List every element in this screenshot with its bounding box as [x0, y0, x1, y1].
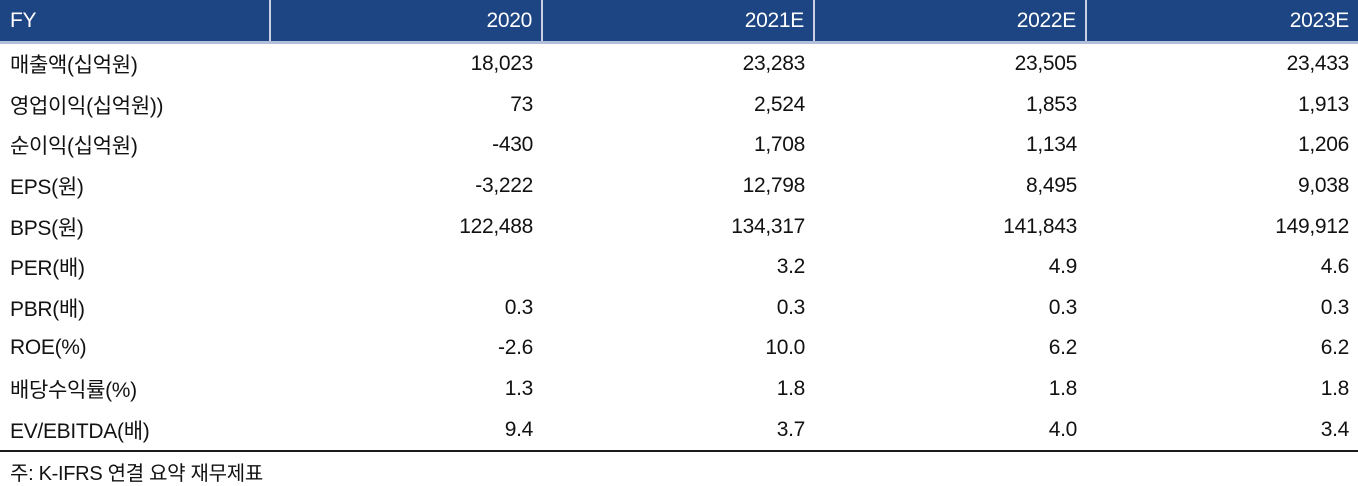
footnote: 주: K-IFRS 연결 요약 재무제표 — [10, 462, 263, 485]
cell: 4.0 — [814, 409, 1086, 452]
column-header-2023e: 2023E — [1085, 0, 1358, 44]
cell: 6.2 — [814, 328, 1086, 369]
cell: 18,023 — [270, 42, 542, 85]
cell: 141,843 — [814, 206, 1086, 247]
header-row: FY 2020 2021E 2022E 2023E — [0, 0, 1358, 44]
cell: 0.3 — [270, 287, 542, 329]
row-label: PER(배) — [0, 246, 270, 288]
table-row: PER(배) 3.2 4.9 4.6 — [0, 246, 1358, 288]
cell: 4.6 — [1086, 246, 1358, 288]
table-row: EPS(원) -3,222 12,798 8,495 9,038 — [0, 165, 1358, 207]
cell: 1,134 — [814, 125, 1086, 166]
cell: 12,798 — [542, 165, 814, 207]
cell: 134,317 — [542, 206, 814, 247]
cell: 1.8 — [1086, 368, 1358, 410]
row-label: BPS(원) — [0, 206, 270, 247]
cell: 0.3 — [814, 287, 1086, 329]
cell: 1.8 — [814, 368, 1086, 410]
cell: 1.8 — [542, 368, 814, 410]
row-label: 순이익(십억원) — [0, 125, 270, 166]
cell: 1.3 — [270, 368, 542, 410]
cell: 9,038 — [1086, 165, 1358, 207]
column-header-2022e: 2022E — [813, 0, 1086, 44]
cell: 1,708 — [542, 125, 814, 166]
cell: 2,524 — [542, 84, 814, 126]
row-label: EV/EBITDA(배) — [0, 409, 270, 452]
cell: 3.7 — [542, 409, 814, 452]
column-header-fy: FY — [0, 0, 270, 44]
table-header: FY 2020 2021E 2022E 2023E — [0, 0, 1358, 44]
cell: 9.4 — [270, 409, 542, 452]
cell: 149,912 — [1086, 206, 1358, 247]
cell: 23,433 — [1086, 42, 1358, 85]
cell: 23,283 — [542, 42, 814, 85]
column-header-2021e: 2021E — [541, 0, 814, 44]
cell: -2.6 — [270, 328, 542, 369]
cell — [270, 246, 542, 288]
cell: 3.2 — [542, 246, 814, 288]
table-row: ROE(%) -2.6 10.0 6.2 6.2 — [0, 328, 1358, 369]
cell: -3,222 — [270, 165, 542, 207]
row-label: EPS(원) — [0, 165, 270, 207]
row-label: 배당수익률(%) — [0, 368, 270, 410]
cell: 0.3 — [1086, 287, 1358, 329]
column-header-2020: 2020 — [269, 0, 542, 44]
row-label: PBR(배) — [0, 287, 270, 329]
cell: 3.4 — [1086, 409, 1358, 452]
cell: 73 — [270, 84, 542, 126]
row-label: ROE(%) — [0, 328, 270, 369]
table-row: PBR(배) 0.3 0.3 0.3 0.3 — [0, 287, 1358, 329]
row-label: 매출액(십억원) — [0, 42, 270, 85]
table-row: 순이익(십억원) -430 1,708 1,134 1,206 — [0, 125, 1358, 166]
financial-summary-table: FY 2020 2021E 2022E 2023E 매출액(십억원) 18,02… — [0, 0, 1358, 452]
table-row: BPS(원) 122,488 134,317 141,843 149,912 — [0, 206, 1358, 247]
cell: 10.0 — [542, 328, 814, 369]
cell: 4.9 — [814, 246, 1086, 288]
cell: 1,853 — [814, 84, 1086, 126]
cell: 6.2 — [1086, 328, 1358, 369]
table-body: 매출액(십억원) 18,023 23,283 23,505 23,433 영업이… — [0, 42, 1358, 452]
cell: 8,495 — [814, 165, 1086, 207]
table-row: 매출액(십억원) 18,023 23,283 23,505 23,433 — [0, 42, 1358, 85]
table-row: 영업이익(십억원)) 73 2,524 1,853 1,913 — [0, 84, 1358, 126]
row-label: 영업이익(십억원)) — [0, 84, 270, 126]
table-row: 배당수익률(%) 1.3 1.8 1.8 1.8 — [0, 368, 1358, 410]
cell: 1,206 — [1086, 125, 1358, 166]
table-row: EV/EBITDA(배) 9.4 3.7 4.0 3.4 — [0, 409, 1358, 452]
cell: 23,505 — [814, 42, 1086, 85]
cell: 1,913 — [1086, 84, 1358, 126]
cell: 122,488 — [270, 206, 542, 247]
cell: -430 — [270, 125, 542, 166]
cell: 0.3 — [542, 287, 814, 329]
